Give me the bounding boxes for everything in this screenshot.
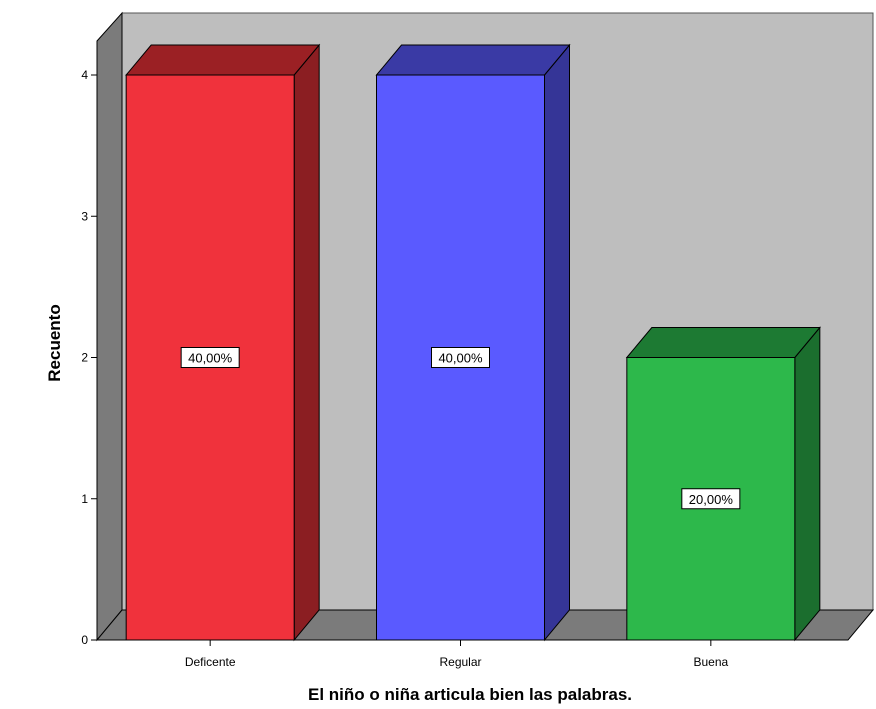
side-wall [96, 11, 123, 642]
x-axis: Deficente Regular Buena [185, 640, 729, 669]
bar-top [125, 44, 321, 76]
x-tick-label: Buena [693, 655, 728, 669]
x-tick-label: Regular [439, 655, 481, 669]
x-tick-label: Deficente [185, 655, 236, 669]
y-tick-label: 4 [81, 68, 88, 82]
data-label: 40,00% [438, 351, 483, 366]
data-label-box [681, 488, 741, 510]
bar-top [375, 44, 571, 76]
y-tick-label: 3 [81, 209, 88, 223]
data-label: 20,00% [689, 492, 734, 507]
bar-side [544, 43, 570, 642]
x-axis-title: El niño o niña articula bien las palabra… [308, 685, 632, 704]
bar-buena: 20,00% [625, 326, 821, 642]
data-label-box [180, 347, 240, 368]
y-tick-label: 2 [81, 351, 88, 365]
y-axis: 0 1 2 3 4 [81, 43, 98, 647]
data-label-box [431, 347, 490, 368]
y-tick-label: 1 [81, 492, 88, 506]
bar-chart: 0 1 2 3 4 40,00% 40,00% 20,00% Deficente Regula… [45, 11, 875, 704]
bar-side [293, 43, 320, 642]
bar-deficente: 40,00% [125, 43, 321, 642]
chart-frame: 0 1 2 3 4 40,00% 40,00% 20,00% Deficente Regula… [8, 0, 876, 709]
bar-side [794, 326, 821, 642]
y-axis-title: Recuento [45, 304, 64, 381]
bar-regular: 40,00% [375, 43, 571, 642]
bar-top [625, 327, 821, 358]
y-tick-label: 0 [81, 633, 88, 647]
data-label: 40,00% [188, 351, 233, 366]
bars: 40,00% 40,00% 20,00% [125, 43, 821, 642]
